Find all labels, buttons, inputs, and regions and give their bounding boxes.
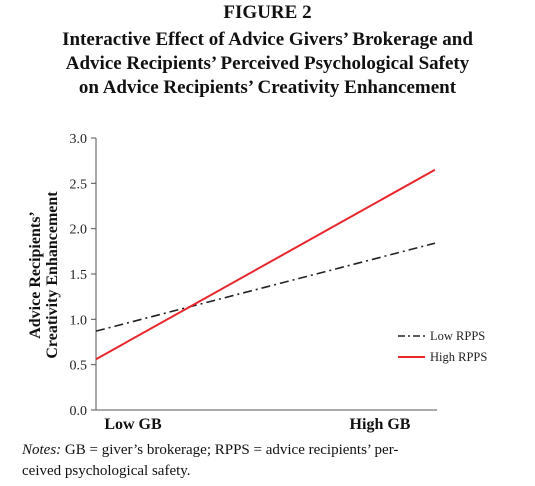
figure-title-line-3: on Advice Recipients’ Creativity Enhance… xyxy=(78,77,457,98)
y-tick-label: 2.0 xyxy=(70,223,88,238)
notes-line-2: ceived psychological safety. xyxy=(22,463,191,479)
figure-title-line-1: Interactive Effect of Advice Givers’ Bro… xyxy=(62,29,473,50)
y-tick-label: 1.0 xyxy=(70,313,88,328)
y-axis: 0.0 0.5 1.0 1.5 2.0 2.5 3.0 xyxy=(70,132,97,419)
series-lines xyxy=(95,168,436,361)
notes-line-1: GB = giver’s brokerage; RPPS = advice re… xyxy=(61,442,399,458)
y-tick-label: 2.5 xyxy=(70,177,88,192)
figure-notes: Notes: GB = giver’s brokerage; RPPS = ad… xyxy=(22,440,517,482)
figure-title: Interactive Effect of Advice Givers’ Bro… xyxy=(0,28,535,100)
legend: Low RPPS High RPPS xyxy=(398,329,487,364)
x-tick-label: Low GB xyxy=(104,416,162,433)
series-line-high-rpps xyxy=(95,168,436,361)
y-tick-label: 1.5 xyxy=(70,268,88,283)
notes-lead: Notes: xyxy=(22,442,62,458)
y-tick-label: 3.0 xyxy=(70,132,88,147)
legend-label: High RPPS xyxy=(430,350,487,364)
figure-label: FIGURE 2 xyxy=(223,2,312,23)
y-axis-label-line-2: Creativity Enhancement xyxy=(44,191,61,359)
y-axis-label-line-1: Advice Recipients’ xyxy=(27,211,44,339)
y-tick-label: 0.0 xyxy=(70,404,88,419)
legend-label: Low RPPS xyxy=(430,329,485,343)
x-tick-label: High GB xyxy=(350,416,411,433)
y-tick-label: 0.5 xyxy=(70,359,88,374)
series-line-low-rpps xyxy=(95,242,436,332)
figure-title-line-2: Advice Recipients’ Perceived Psychologic… xyxy=(65,53,470,74)
x-axis: Low GB High GB xyxy=(96,409,437,433)
